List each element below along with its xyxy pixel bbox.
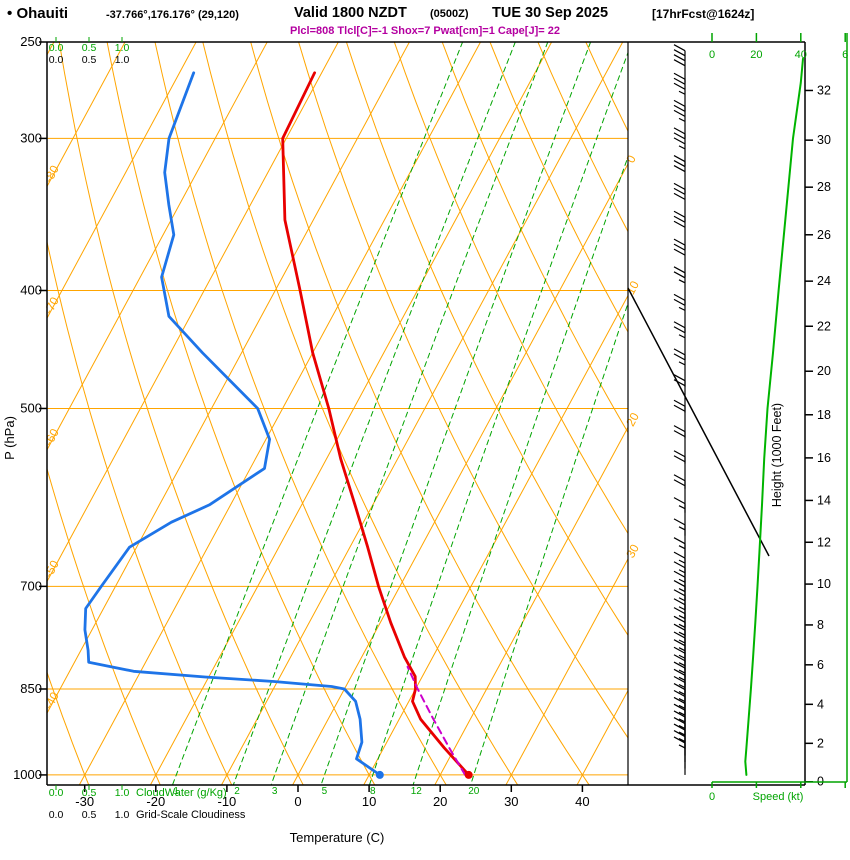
svg-text:1000: 1000 <box>13 767 42 782</box>
svg-text:-20: -20 <box>146 794 165 809</box>
svg-text:250: 250 <box>20 34 42 49</box>
valid-date: TUE 30 Sep 2025 <box>492 5 609 21</box>
svg-text:-50: -50 <box>41 558 62 580</box>
svg-text:12: 12 <box>411 786 423 797</box>
svg-text:0.5: 0.5 <box>82 809 97 821</box>
svg-text:20: 20 <box>623 410 642 429</box>
mixing-ratio-labels: 1 2 3 5 8 12 20 <box>173 786 479 797</box>
svg-text:12: 12 <box>817 535 831 549</box>
svg-text:14: 14 <box>817 493 831 507</box>
surface-dewpoint-dot <box>375 770 384 779</box>
sounding-profiles <box>83 71 471 777</box>
svg-text:28: 28 <box>817 180 831 194</box>
svg-text:Grid-Scale Cloudiness: Grid-Scale Cloudiness <box>136 809 246 821</box>
svg-text:Speed (kt): Speed (kt) <box>753 791 804 803</box>
svg-text:1.0: 1.0 <box>115 42 130 54</box>
svg-text:700: 700 <box>20 578 42 593</box>
svg-text:P (hPa): P (hPa) <box>2 416 17 460</box>
svg-text:-60: -60 <box>41 426 62 448</box>
svg-text:-30: -30 <box>75 794 94 809</box>
svg-text:30: 30 <box>504 794 518 809</box>
svg-text:Height (1000 Feet): Height (1000 Feet) <box>770 403 784 507</box>
svg-text:0: 0 <box>709 791 715 803</box>
svg-text:22: 22 <box>817 319 831 333</box>
svg-text:0.5: 0.5 <box>82 787 97 799</box>
skewt-grid <box>47 42 628 785</box>
svg-text:0: 0 <box>709 49 715 61</box>
wind-barbs <box>673 44 686 775</box>
svg-text:8: 8 <box>370 786 376 797</box>
svg-text:32: 32 <box>817 83 831 97</box>
station-bullet: • <box>7 5 13 22</box>
svg-text:6: 6 <box>842 49 848 61</box>
svg-text:4: 4 <box>817 697 824 711</box>
svg-text:1.0: 1.0 <box>115 787 130 799</box>
svg-text:30: 30 <box>817 133 831 147</box>
svg-text:-70: -70 <box>41 294 62 316</box>
svg-text:18: 18 <box>817 408 831 422</box>
svg-text:30: 30 <box>623 542 642 561</box>
station-coordinates: -37.766°,176.176° (29,120) <box>106 9 239 21</box>
temperature-axis: -30 -20 -10 0 10 20 30 40 Temperature (C) <box>75 785 590 845</box>
svg-text:2: 2 <box>817 736 824 750</box>
station-label: Ohauiti <box>16 5 69 22</box>
svg-text:0.5: 0.5 <box>82 54 97 66</box>
svg-text:24: 24 <box>817 274 831 288</box>
svg-text:-40: -40 <box>41 689 62 711</box>
svg-text:8: 8 <box>817 618 824 632</box>
svg-text:20: 20 <box>817 364 831 378</box>
svg-text:10: 10 <box>623 278 642 297</box>
svg-text:3: 3 <box>272 786 278 797</box>
svg-text:0.0: 0.0 <box>49 787 64 799</box>
svg-text:1.0: 1.0 <box>115 54 130 66</box>
svg-text:0.0: 0.0 <box>49 54 64 66</box>
svg-text:20: 20 <box>468 786 480 797</box>
svg-text:400: 400 <box>20 282 42 297</box>
svg-text:500: 500 <box>20 400 42 415</box>
mixing-ratio-lines <box>171 42 628 785</box>
svg-text:40: 40 <box>575 794 589 809</box>
wind-speed-curve <box>744 57 804 776</box>
valid-time: Valid 1800 NZDT <box>294 5 407 21</box>
svg-text:300: 300 <box>20 130 42 145</box>
svg-text:20: 20 <box>433 794 447 809</box>
svg-text:CloudWater (g/Kg): CloudWater (g/Kg) <box>136 787 227 799</box>
station-name: • Ohauiti <box>7 5 68 22</box>
svg-text:26: 26 <box>817 228 831 242</box>
svg-text:0.0: 0.0 <box>49 42 64 54</box>
svg-text:0.0: 0.0 <box>49 809 64 821</box>
chart-frame <box>46 41 806 786</box>
svg-text:40: 40 <box>795 49 807 61</box>
svg-text:2: 2 <box>234 786 240 797</box>
forecast-run-info: [17hrFcst@1624z] <box>652 7 755 21</box>
pressure-axis: 250 300 400 500 700 850 1000 P (hPa) <box>2 34 47 782</box>
svg-text:20: 20 <box>750 49 762 61</box>
svg-text:850: 850 <box>20 681 42 696</box>
svg-text:10: 10 <box>817 577 831 591</box>
sounding-parameters: Plcl=808 Tlcl[C]=-1 Shox=7 Pwat[cm]=1 Ca… <box>290 25 560 37</box>
svg-text:-10: -10 <box>218 794 237 809</box>
svg-text:0.5: 0.5 <box>82 42 97 54</box>
svg-text:-80: -80 <box>41 163 62 185</box>
svg-text:Temperature (C): Temperature (C) <box>290 830 385 845</box>
svg-text:0: 0 <box>294 794 301 809</box>
svg-text:16: 16 <box>817 451 831 465</box>
svg-text:6: 6 <box>817 658 824 672</box>
svg-text:1: 1 <box>173 786 179 797</box>
surface-dots <box>375 770 473 779</box>
surface-temperature-dot <box>464 770 473 779</box>
cloud-scales: 0.00.00.00.00.50.50.50.51.01.01.01.0Clou… <box>49 37 246 821</box>
height-axis: 02468101214161820222426283032Height (100… <box>770 83 831 788</box>
svg-text:10: 10 <box>362 794 376 809</box>
svg-text:5: 5 <box>322 786 328 797</box>
valid-time-utc: (0500Z) <box>430 8 469 20</box>
svg-text:1.0: 1.0 <box>115 809 130 821</box>
speed-axis: 0 20 40 60 Speed (kt) <box>709 33 848 803</box>
